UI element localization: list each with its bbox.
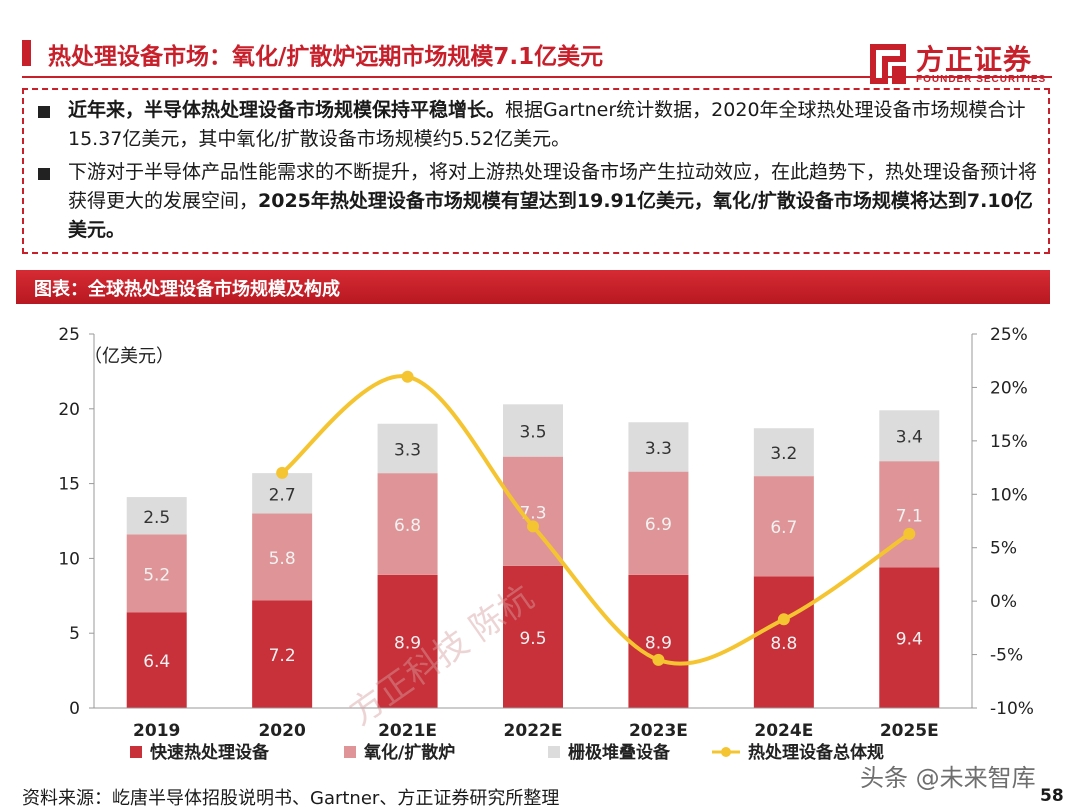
bar-segment [753, 576, 814, 708]
bullet-1-bold: 近年来，半导体热处理设备市场规模保持平稳增长。 [68, 99, 506, 121]
bar-data-label: 8.8 [770, 634, 797, 654]
growth-point [401, 370, 414, 383]
title-underline [22, 76, 1052, 78]
bullet-2-bold: 2025年热处理设备市场规模有望达到19.91亿美元，氧化/扩散设备市场规模将达… [68, 190, 1033, 241]
y-tick-label: 15 [58, 475, 80, 495]
bar-data-label: 3.5 [519, 422, 546, 442]
bullet-1-text: 根据Gartner统计数据，2020年全球热处理设备市场规模合计15.37亿美元… [68, 99, 1026, 150]
y-tick-label: 10 [58, 549, 80, 569]
growth-point [903, 527, 916, 540]
bar-data-label: 6.7 [770, 518, 797, 538]
summary-bullet-1: 近年来，半导体热处理设备市场规模保持平稳增长。根据Gartner统计数据，202… [36, 96, 1040, 154]
square-bullet-icon [38, 106, 50, 118]
bar-data-label: 5.8 [269, 549, 296, 569]
bar-segment [377, 423, 438, 474]
bar-data-label: 7.1 [896, 506, 923, 526]
chart-header: 图表：全球热处理设备市场规模及构成 [16, 270, 1050, 304]
y2-tick-label: 10% [990, 485, 1028, 505]
square-bullet-icon [38, 168, 50, 180]
bar-segment [377, 473, 438, 575]
bar-data-label: 3.3 [645, 439, 672, 459]
stacked-bar-line-chart: 6.45.22.57.25.82.78.96.83.39.57.33.58.96… [58, 325, 1034, 763]
bar-segment [628, 422, 689, 472]
bar-data-label: 8.9 [645, 633, 672, 653]
x-tick-label: 2021E [378, 721, 437, 741]
legend-swatch [344, 746, 356, 758]
y2-tick-label: 15% [990, 432, 1028, 452]
bar-data-label: 3.4 [896, 428, 923, 448]
y-tick-label: 25 [58, 325, 80, 345]
y-tick-label: 20 [58, 400, 80, 420]
founder-logo: 方正证券 FOUNDER SECURITIES [866, 36, 1056, 88]
growth-point [777, 613, 790, 626]
y2-tick-label: 20% [990, 378, 1028, 398]
bar-segment [628, 471, 689, 575]
bar-data-label: 7.2 [269, 646, 296, 666]
y-axis-unit-label: （亿美元） [84, 346, 174, 367]
legend-label: 氧化/扩散炉 [363, 742, 455, 763]
bar-segment [503, 565, 563, 708]
y2-tick-label: -10% [990, 699, 1034, 719]
legend-label: 热处理设备总体规 [748, 742, 884, 763]
title-accent-bar [22, 40, 31, 66]
corner-watermark: 头条 @未来智库 [860, 764, 1036, 792]
legend-label: 快速热处理设备 [150, 742, 270, 763]
y2-tick-label: 25% [990, 325, 1028, 345]
bar-segment [126, 534, 187, 613]
y-tick-label: 5 [69, 624, 80, 644]
bar-data-label: 9.5 [519, 629, 546, 649]
y2-tick-label: 5% [990, 539, 1017, 559]
y2-tick-label: 0% [990, 592, 1017, 612]
bar-data-label: 6.4 [143, 652, 170, 672]
bar-segment [252, 600, 313, 708]
bar-data-label: 2.7 [269, 485, 296, 505]
bar-segment [753, 476, 814, 577]
logo-subtext: FOUNDER SECURITIES [916, 74, 1047, 85]
bar-segment [879, 567, 940, 708]
x-tick-label: 2025E [880, 721, 939, 741]
growth-point [527, 520, 539, 533]
legend-marker [721, 747, 731, 757]
logo-text: 方正证券 [916, 43, 1033, 76]
x-tick-label: 2022E [504, 721, 563, 741]
title-bar: 热处理设备市场：氧化/扩散炉远期市场规模7.1亿美元 方正证券 FOUNDER … [0, 0, 1080, 85]
bar-data-label: 3.3 [394, 440, 421, 460]
growth-point [276, 466, 289, 479]
y-tick-label: 0 [69, 699, 80, 719]
summary-bullet-2: 下游对于半导体产品性能需求的不断提升，将对上游热处理设备市场产生拉动效应，在此趋… [36, 158, 1040, 245]
y2-tick-label: -5% [990, 646, 1023, 666]
bar-data-label: 6.8 [394, 516, 421, 536]
legend-label: 栅极堆叠设备 [568, 742, 671, 763]
page-number: 58 [1040, 786, 1064, 806]
bar-segment [126, 497, 187, 535]
bar-segment [753, 428, 814, 477]
bullet-2-text: 下游对于半导体产品性能需求的不断提升，将对上游热处理设备市场产生拉动效应，在此趋… [68, 161, 1038, 212]
legend-swatch [130, 746, 142, 758]
chart-header-label: 图表：全球热处理设备市场规模及构成 [34, 279, 340, 300]
founder-logo-icon [870, 44, 906, 84]
growth-point [652, 653, 665, 666]
growth-line [280, 374, 911, 666]
bar-data-label: 6.9 [645, 515, 672, 535]
bar-data-label: 2.5 [143, 508, 170, 528]
bar-segment [503, 404, 563, 457]
bar-segment [252, 513, 313, 601]
bar-segment [628, 574, 689, 708]
legend-swatch [548, 746, 560, 758]
bar-segment [377, 574, 438, 708]
bar-data-label: 9.4 [896, 630, 923, 650]
bar-data-label: 8.9 [394, 633, 421, 653]
bar-data-label: 5.2 [143, 565, 170, 585]
source-note: 资料来源：屹唐半导体招股说明书、Gartner、方正证券研究所整理 [22, 788, 560, 809]
bar-data-label: 3.2 [770, 444, 797, 464]
bar-segment [879, 410, 940, 462]
bar-segment [252, 473, 313, 514]
x-tick-label: 2019 [133, 721, 180, 741]
summary-box: 近年来，半导体热处理设备市场规模保持平稳增长。根据Gartner统计数据，202… [22, 88, 1050, 254]
x-tick-label: 2020 [258, 721, 305, 741]
page-title: 热处理设备市场：氧化/扩散炉远期市场规模7.1亿美元 [48, 44, 604, 70]
x-tick-label: 2024E [754, 721, 813, 741]
x-tick-label: 2023E [629, 721, 688, 741]
bar-segment [126, 612, 187, 708]
